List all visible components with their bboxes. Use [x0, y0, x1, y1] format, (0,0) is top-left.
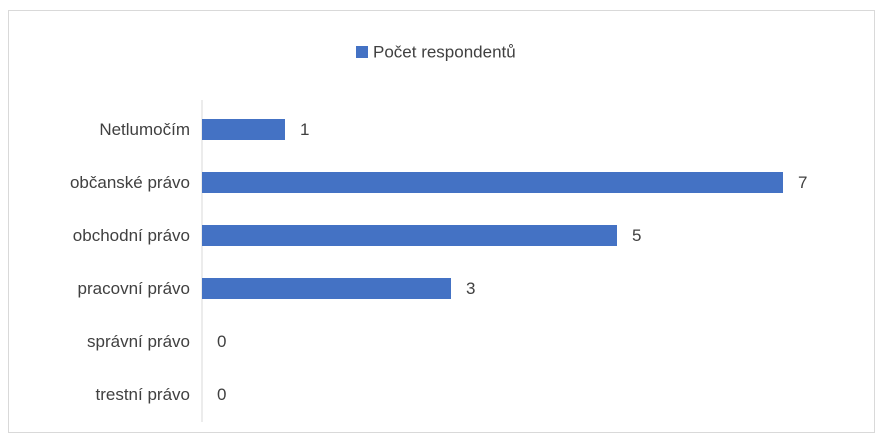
y-tick-label: pracovní právo — [78, 279, 190, 298]
data-label: 0 — [217, 385, 226, 404]
legend-label: Počet respondentů — [373, 42, 516, 61]
data-label: 0 — [217, 332, 226, 351]
bar — [202, 119, 285, 140]
legend-swatch — [356, 46, 368, 58]
y-tick-label: občanské právo — [70, 173, 190, 192]
bar — [202, 278, 451, 299]
bar — [202, 172, 783, 193]
data-label: 5 — [632, 226, 641, 245]
bar — [202, 225, 617, 246]
y-tick-label: obchodní právo — [73, 226, 190, 245]
y-tick-label: Netlumočím — [99, 120, 190, 139]
chart-border — [8, 10, 875, 433]
data-label: 3 — [466, 279, 475, 298]
data-label: 7 — [798, 173, 807, 192]
y-tick-label: trestní právo — [96, 385, 191, 404]
data-label: 1 — [300, 120, 309, 139]
y-tick-label: správní právo — [87, 332, 190, 351]
